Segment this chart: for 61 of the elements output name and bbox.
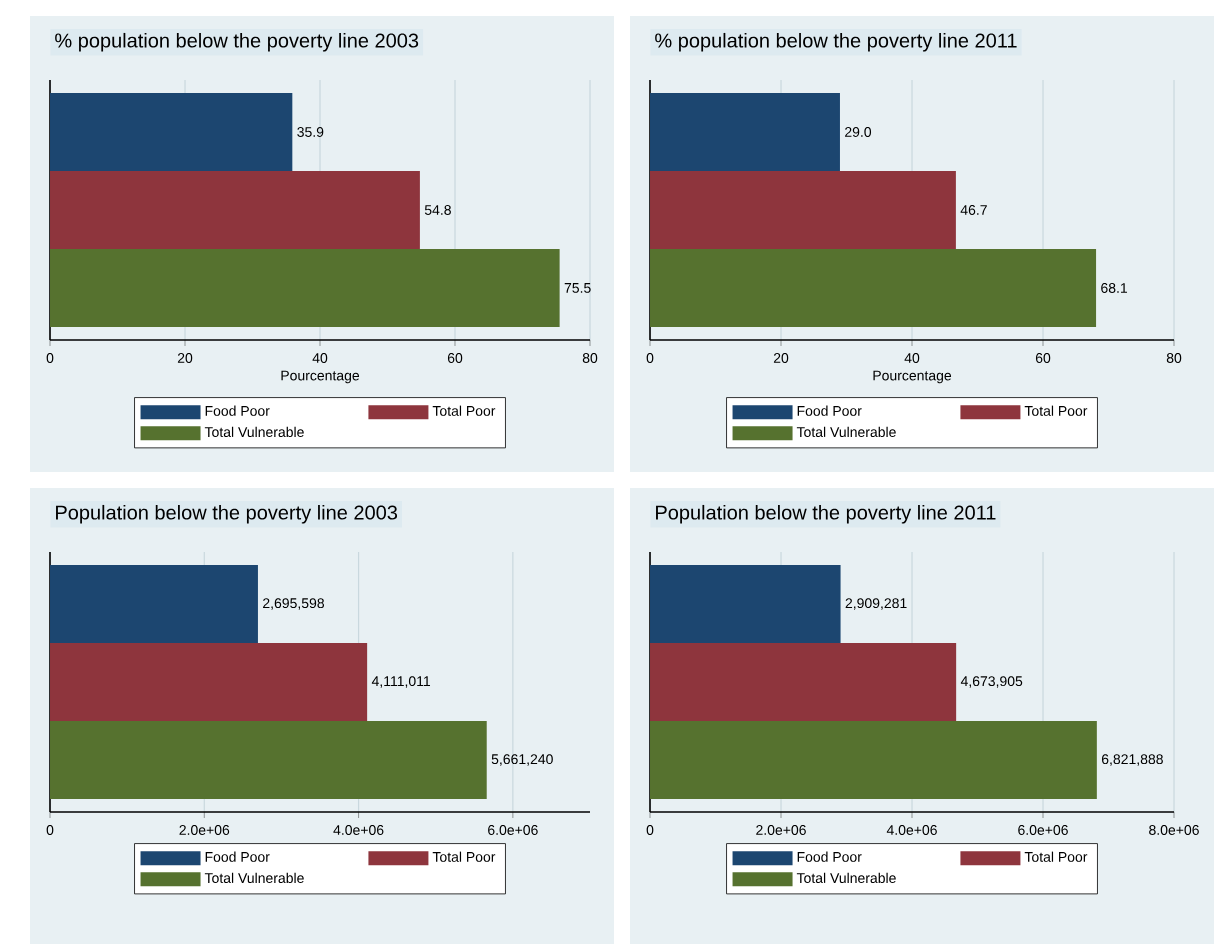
bar	[650, 170, 956, 249]
bar	[650, 92, 840, 171]
bar	[50, 248, 560, 327]
x-tick-label: 0	[46, 825, 54, 835]
data-label: 46.7	[960, 205, 987, 215]
x-tick-label: 60	[1035, 353, 1051, 363]
data-label: 75.5	[564, 283, 591, 293]
bar	[650, 248, 1097, 327]
chart-title: % population below the poverty line 2011	[655, 32, 1017, 52]
legend-label: Total Poor	[432, 851, 496, 862]
bar	[50, 642, 368, 721]
data-label: 4,111,011	[371, 676, 431, 688]
data-label: 5,661,240	[491, 754, 553, 766]
x-tick-label: 6.0e+06	[488, 825, 538, 835]
chart-title: Population below the poverty line 2003	[56, 504, 398, 524]
x-tick-label: 20	[773, 353, 789, 363]
bar	[50, 92, 293, 171]
chart-title: Population below the poverty line 2011	[656, 504, 996, 524]
legend-label: Total Vulnerable	[204, 426, 304, 437]
bar	[650, 642, 957, 721]
bar	[50, 170, 420, 249]
data-label: 54.8	[424, 205, 451, 215]
data-label: 4,673,905	[960, 676, 1023, 688]
data-label: 29.0	[845, 127, 872, 137]
bar	[50, 564, 258, 643]
bar	[50, 720, 487, 799]
x-tick-label: 0	[646, 353, 654, 363]
x-tick-label: 40	[904, 353, 920, 363]
x-tick-label: 60	[447, 353, 463, 363]
x-tick-label: 0	[646, 825, 654, 835]
legend-label: Food Poor	[797, 851, 862, 862]
data-label: 2,909,281	[845, 598, 907, 610]
legend-label: Total Poor	[432, 405, 496, 416]
data-label: 2,695,598	[263, 598, 325, 610]
bar	[650, 564, 841, 643]
x-tick-label: 80	[582, 353, 598, 363]
x-axis-title: Pourcentage	[873, 370, 952, 384]
x-tick-label: 2.0e+06	[756, 825, 806, 835]
data-label: 6,821,888	[1101, 754, 1163, 766]
data-label: 35.9	[297, 127, 324, 137]
x-tick-label: 40	[312, 353, 328, 363]
x-tick-label: 8.0e+06	[1149, 825, 1199, 835]
legend-label: Food Poor	[797, 405, 862, 416]
x-tick-label: 2.0e+06	[179, 825, 230, 835]
legend-label: Total Poor	[1024, 405, 1088, 416]
x-tick-label: 80	[1166, 353, 1182, 363]
legend-label: Total Vulnerable	[204, 872, 304, 883]
legend-label: Total Vulnerable	[796, 426, 896, 437]
x-tick-label: 4.0e+06	[333, 825, 384, 835]
x-tick-label: 0	[46, 353, 54, 363]
x-tick-label: 4.0e+06	[886, 825, 937, 835]
legend-label: Total Poor	[1024, 851, 1088, 862]
x-tick-label: 6.0e+06	[1018, 825, 1068, 835]
legend-label: Food Poor	[205, 405, 270, 416]
legend-label: Total Vulnerable	[796, 872, 896, 883]
data-label: 68.1	[1101, 283, 1128, 293]
chart-title: % population below the poverty line 2003	[55, 32, 419, 52]
legend-label: Food Poor	[205, 851, 270, 862]
x-axis-title: Pourcentage	[281, 370, 360, 384]
bar	[650, 720, 1097, 799]
x-tick-label: 20	[177, 353, 193, 363]
